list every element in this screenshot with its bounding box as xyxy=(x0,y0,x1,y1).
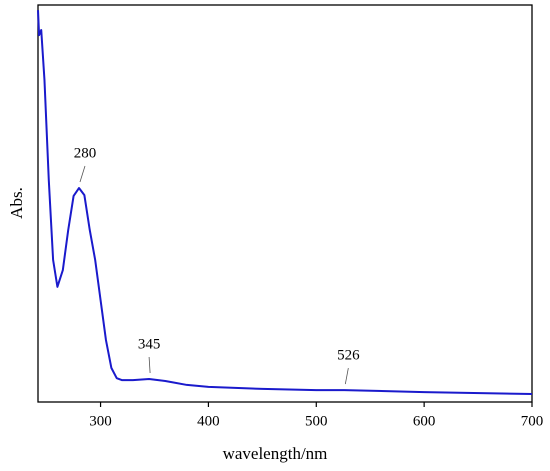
x-tick-label: 300 xyxy=(89,413,112,429)
x-tick-label: 700 xyxy=(521,413,544,429)
x-axis-label: wavelength/nm xyxy=(223,444,328,463)
annotation: 280 xyxy=(74,145,97,161)
annotation: 526 xyxy=(337,348,360,364)
plot-frame xyxy=(37,4,533,403)
annotation-leader xyxy=(148,356,151,373)
y-axis-label: Abs. xyxy=(7,187,26,219)
annotation: 345 xyxy=(138,336,161,352)
annotation-leader xyxy=(79,165,86,183)
spectrum-line xyxy=(37,10,533,396)
x-tick-label: 500 xyxy=(305,413,328,429)
x-tick-label: 600 xyxy=(413,413,436,429)
annotation-leader xyxy=(344,368,349,385)
x-tick-label: 400 xyxy=(197,413,220,429)
